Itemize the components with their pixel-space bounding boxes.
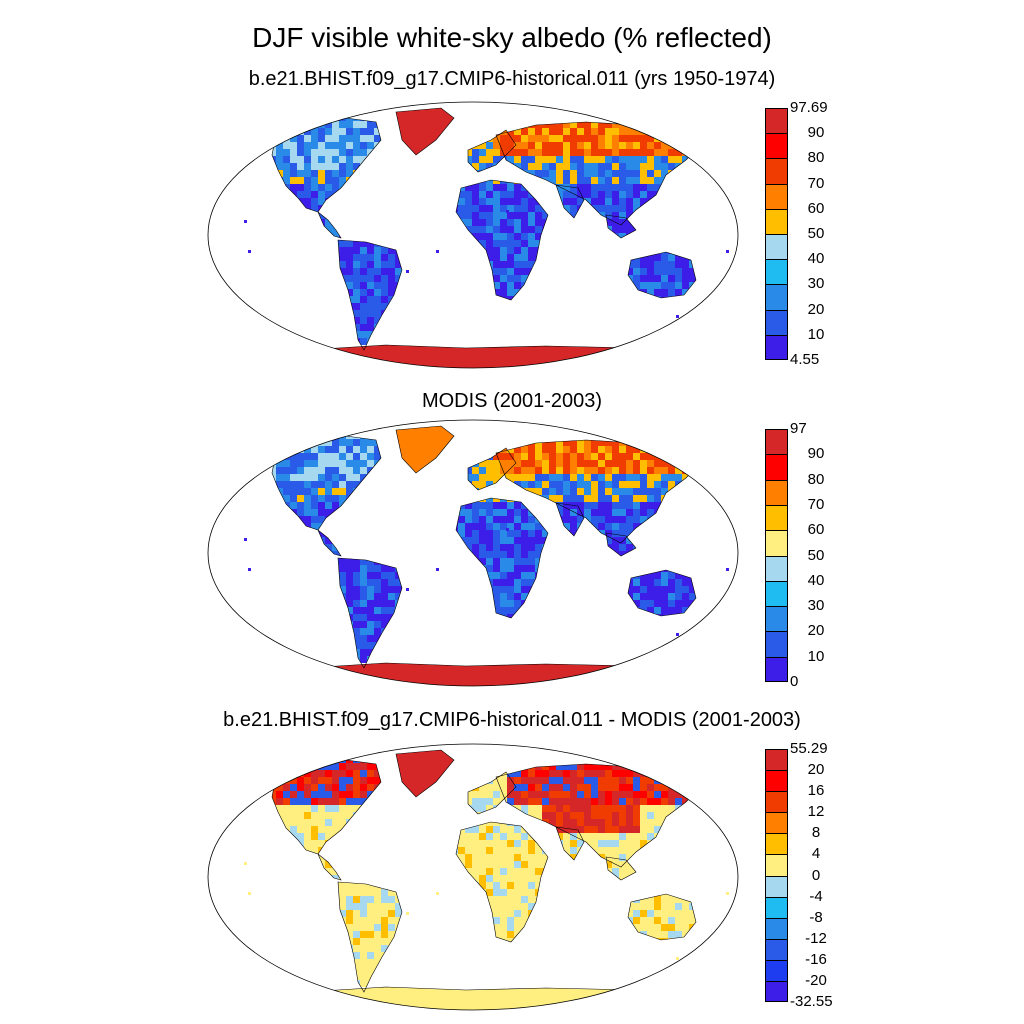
colorbar-tick-label: 70 bbox=[807, 174, 825, 192]
coastline-greenland bbox=[395, 425, 455, 474]
panel-title-obs: MODIS (2001-2003) bbox=[421, 390, 603, 412]
colorbar-tick-label: -20 bbox=[805, 971, 827, 989]
map-diff bbox=[207, 743, 739, 1011]
coastline-southAmerica bbox=[337, 881, 403, 993]
colorbar-tick-label: 30 bbox=[807, 597, 825, 615]
greenland-region bbox=[396, 108, 454, 155]
coastline-centralAmerica bbox=[317, 529, 342, 557]
coastline-africa bbox=[455, 179, 549, 301]
colorbar-tick-label: 20 bbox=[807, 761, 825, 779]
coastline-southAmerica bbox=[337, 557, 403, 669]
colorbar-tick-label: 12 bbox=[807, 803, 825, 821]
panel-title-model: b.e21.BHIST.f09_g17.CMIP6-historical.011… bbox=[248, 68, 776, 90]
antarctica-region bbox=[296, 345, 686, 368]
colorbar-tick-label: 0 bbox=[790, 673, 799, 690]
colorbar-tick-label: 50 bbox=[807, 225, 825, 242]
colorbar-tick-label: 0 bbox=[811, 866, 821, 884]
coastline-greenland bbox=[395, 749, 455, 798]
coastline-australia bbox=[627, 569, 697, 617]
coastline-europe bbox=[467, 447, 517, 491]
coastline-europe bbox=[467, 771, 517, 815]
coastline-greenland bbox=[395, 107, 455, 156]
coastline-india bbox=[555, 502, 585, 537]
greenland-region bbox=[396, 750, 454, 797]
colorbar-frame bbox=[765, 429, 788, 682]
coastline-seAsia bbox=[605, 532, 637, 557]
coastline-australia bbox=[627, 251, 697, 299]
colorbar-tick-label: 20 bbox=[807, 622, 825, 640]
colorbar-tick-label: 40 bbox=[807, 250, 825, 268]
coastline-northAmerica bbox=[271, 117, 382, 213]
coastline-centralAmerica bbox=[317, 853, 342, 881]
colorbar-tick-label: 90 bbox=[807, 124, 825, 142]
greenland-region bbox=[396, 426, 454, 473]
colorbar-tick-label: 4 bbox=[811, 845, 821, 863]
coastline-northAmerica bbox=[271, 759, 382, 855]
colorbar-tick-label: 16 bbox=[807, 782, 825, 800]
colorbar-tick-label: -4 bbox=[809, 887, 823, 905]
coastline-africa bbox=[455, 497, 549, 619]
colorbar-tick-label: 97.69 bbox=[790, 99, 828, 116]
coastline-northAmerica bbox=[271, 435, 382, 531]
colorbar-tick-label: -12 bbox=[805, 929, 827, 947]
colorbar-tick-label: 30 bbox=[807, 275, 825, 293]
coastline-india bbox=[555, 184, 585, 219]
colorbar-tick-label: 97 bbox=[790, 420, 807, 437]
colorbar-tick-label: 60 bbox=[807, 521, 825, 539]
colorbar-tick-label: 60 bbox=[807, 199, 825, 217]
colorbar-tick-label: 10 bbox=[807, 647, 825, 665]
colorbar-tick-label: 40 bbox=[807, 571, 825, 589]
figure-title: DJF visible white-sky albedo (% reflecte… bbox=[252, 22, 772, 53]
colorbar-tick-label: 70 bbox=[807, 495, 825, 513]
colorbar-tick-label: 8 bbox=[811, 824, 821, 842]
colorbar-tick-label: -8 bbox=[809, 908, 823, 926]
antarctica-region bbox=[296, 987, 686, 1010]
coastline-centralAmerica bbox=[317, 211, 342, 239]
colorbar-tick-label: -32.55 bbox=[790, 993, 833, 1010]
coastline-australia bbox=[627, 893, 697, 941]
coastline-africa bbox=[455, 821, 549, 943]
colorbar-frame bbox=[765, 749, 788, 1002]
map-border bbox=[207, 419, 739, 687]
map-obs bbox=[207, 419, 739, 687]
colorbar-tick-label: 55.29 bbox=[790, 740, 828, 757]
colorbar-tick-label: 20 bbox=[807, 300, 825, 318]
antarctica-region bbox=[296, 663, 686, 686]
map-border bbox=[207, 101, 739, 369]
coastline-seAsia bbox=[605, 856, 637, 881]
colorbar-tick-label: 80 bbox=[807, 149, 825, 167]
map-model bbox=[207, 101, 739, 369]
map-border bbox=[207, 743, 739, 1011]
panel-title-diff: b.e21.BHIST.f09_g17.CMIP6-historical.011… bbox=[223, 709, 801, 731]
coastline-southAmerica bbox=[337, 239, 403, 351]
colorbar-frame bbox=[765, 108, 788, 360]
colorbar-tick-label: -16 bbox=[805, 950, 827, 968]
coastline-europe bbox=[467, 129, 517, 173]
coastline-seAsia bbox=[605, 214, 637, 239]
colorbar-tick-label: 90 bbox=[807, 445, 825, 463]
colorbar-tick-label: 80 bbox=[807, 470, 825, 488]
colorbar-tick-label: 10 bbox=[807, 325, 825, 343]
colorbar-tick-label: 4.55 bbox=[790, 351, 820, 368]
colorbar-tick-label: 50 bbox=[807, 546, 825, 564]
coastline-india bbox=[555, 826, 585, 861]
